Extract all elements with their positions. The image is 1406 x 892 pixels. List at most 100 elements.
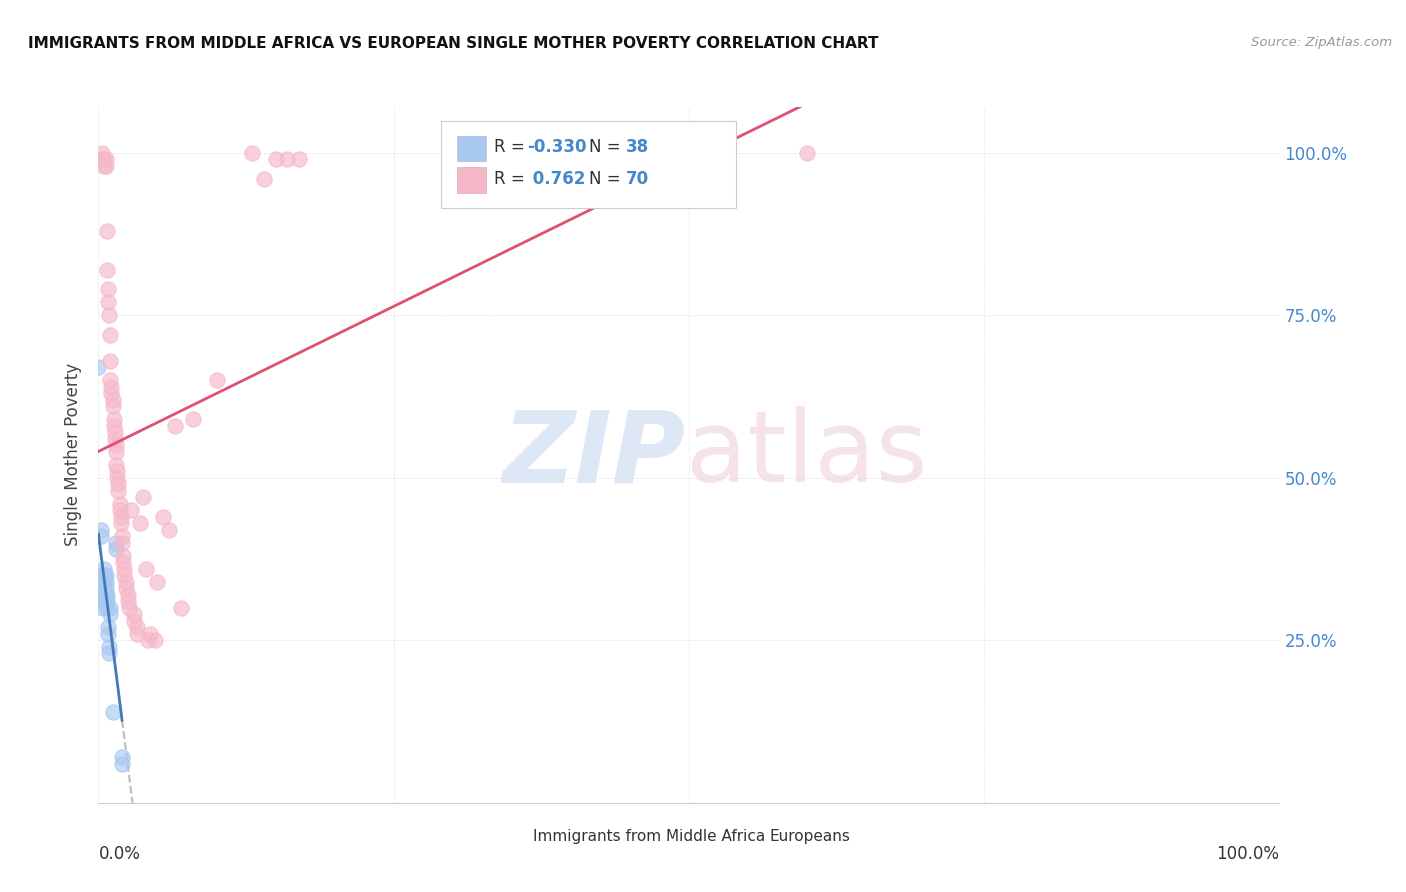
Point xyxy=(143,633,166,648)
Point xyxy=(181,412,204,426)
Point xyxy=(97,620,120,634)
Point xyxy=(146,574,169,589)
Point xyxy=(93,159,115,173)
Point xyxy=(93,562,115,576)
Point xyxy=(796,145,818,160)
Text: Source: ZipAtlas.com: Source: ZipAtlas.com xyxy=(1251,36,1392,49)
Point xyxy=(93,594,115,608)
Point xyxy=(276,152,298,166)
Point xyxy=(94,152,117,166)
Point xyxy=(97,626,120,640)
Point xyxy=(112,555,135,569)
Point xyxy=(91,145,114,160)
Point xyxy=(91,581,114,595)
Point xyxy=(105,471,128,485)
Point xyxy=(128,516,150,531)
Point xyxy=(111,529,134,543)
Point xyxy=(107,477,129,491)
Point xyxy=(98,373,121,387)
Point xyxy=(111,756,134,771)
Point xyxy=(112,549,135,563)
FancyBboxPatch shape xyxy=(499,827,527,848)
Text: atlas: atlas xyxy=(686,407,928,503)
Text: IMMIGRANTS FROM MIDDLE AFRICA VS EUROPEAN SINGLE MOTHER POVERTY CORRELATION CHAR: IMMIGRANTS FROM MIDDLE AFRICA VS EUROPEA… xyxy=(28,36,879,51)
Point xyxy=(96,224,118,238)
Point xyxy=(107,483,129,498)
Text: N =: N = xyxy=(589,138,626,156)
Point xyxy=(114,574,136,589)
Point xyxy=(93,588,115,602)
Point xyxy=(118,600,141,615)
Point xyxy=(112,562,135,576)
Point xyxy=(121,503,143,517)
Point xyxy=(91,574,114,589)
Point xyxy=(122,607,145,622)
Point xyxy=(96,600,118,615)
Text: R =: R = xyxy=(494,138,530,156)
Point xyxy=(87,360,110,375)
Text: 70: 70 xyxy=(626,169,650,187)
Point xyxy=(96,594,118,608)
Point xyxy=(94,594,117,608)
Y-axis label: Single Mother Poverty: Single Mother Poverty xyxy=(65,363,83,547)
FancyBboxPatch shape xyxy=(441,121,737,208)
Point xyxy=(98,308,121,322)
Point xyxy=(104,425,127,439)
Point xyxy=(170,600,193,615)
Point xyxy=(112,568,135,582)
Point xyxy=(94,574,117,589)
Point xyxy=(91,594,114,608)
Point xyxy=(103,418,125,433)
Text: Immigrants from Middle Africa: Immigrants from Middle Africa xyxy=(533,829,765,844)
Point xyxy=(117,588,139,602)
Point xyxy=(93,152,115,166)
Point xyxy=(94,568,117,582)
Point xyxy=(91,152,114,166)
Point xyxy=(127,626,149,640)
Point xyxy=(288,152,311,166)
Point xyxy=(165,418,187,433)
Point xyxy=(264,152,287,166)
Point xyxy=(136,633,159,648)
Point xyxy=(93,568,115,582)
Point xyxy=(104,432,127,446)
Point xyxy=(96,588,118,602)
Point xyxy=(135,562,157,576)
Point xyxy=(157,523,180,537)
Point xyxy=(91,568,114,582)
Point xyxy=(91,588,114,602)
Point xyxy=(105,444,128,458)
Point xyxy=(110,516,132,531)
Point xyxy=(97,282,120,296)
Point xyxy=(96,262,118,277)
Point xyxy=(91,588,114,602)
Point xyxy=(114,581,136,595)
Text: N =: N = xyxy=(589,169,626,187)
Point xyxy=(91,568,114,582)
Point xyxy=(98,607,121,622)
Point xyxy=(100,386,122,401)
Point xyxy=(108,497,131,511)
Point xyxy=(91,152,114,166)
Text: 0.762: 0.762 xyxy=(527,169,585,187)
Point xyxy=(127,620,149,634)
Point xyxy=(98,640,121,654)
Point xyxy=(240,145,263,160)
Point xyxy=(253,171,276,186)
Point xyxy=(94,159,117,173)
Point xyxy=(91,600,114,615)
Point xyxy=(111,750,134,764)
Point xyxy=(103,412,125,426)
FancyBboxPatch shape xyxy=(457,136,486,161)
Point xyxy=(101,705,124,719)
Text: 0.0%: 0.0% xyxy=(98,845,141,863)
Point xyxy=(105,458,128,472)
Point xyxy=(105,464,128,478)
Point xyxy=(105,542,128,557)
FancyBboxPatch shape xyxy=(457,167,486,193)
Point xyxy=(91,581,114,595)
Point xyxy=(98,327,121,342)
Point xyxy=(98,600,121,615)
Point xyxy=(105,438,128,452)
Point xyxy=(152,509,174,524)
